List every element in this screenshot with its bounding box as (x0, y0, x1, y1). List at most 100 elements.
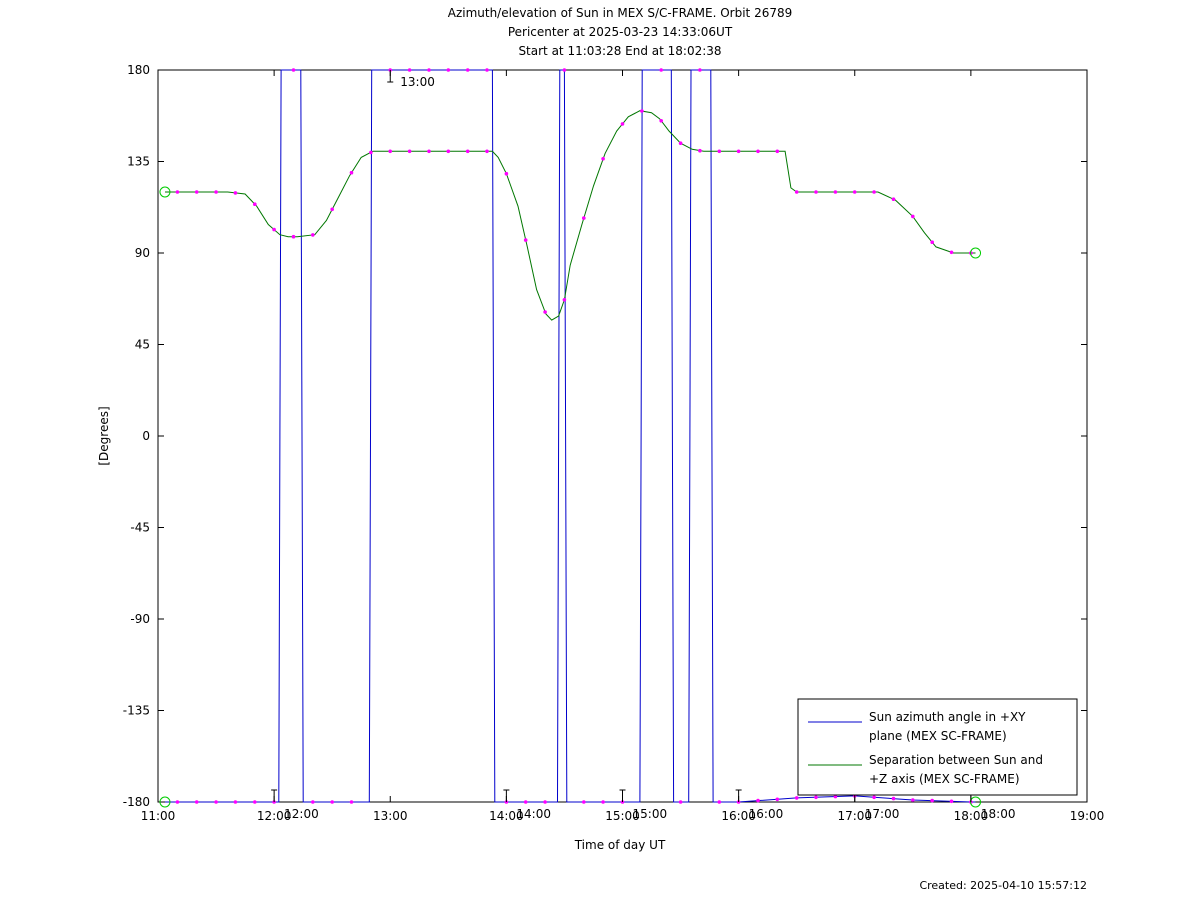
series-marker (291, 68, 296, 72)
series-marker (833, 794, 838, 799)
series-marker (891, 197, 896, 201)
legend-label: plane (MEX SC-FRAME) (869, 729, 1007, 743)
series-marker (814, 795, 818, 800)
endpoint-marker (159, 796, 171, 808)
legend-label: Sun azimuth angle in +XY (869, 710, 1026, 724)
series-marker (852, 190, 857, 194)
series-marker (485, 149, 489, 154)
x-tick-label: 12:00 (257, 809, 292, 823)
legend-label: Separation between Sun and (869, 753, 1043, 767)
series-marker (582, 800, 586, 804)
series-marker (775, 149, 780, 154)
series-marker (601, 800, 605, 804)
title-line: Start at 11:03:28 End at 18:02:38 (518, 44, 721, 58)
series-marker (911, 798, 915, 802)
series-marker (214, 800, 218, 804)
series-marker (175, 800, 180, 804)
series-marker (756, 149, 760, 154)
legend: Sun azimuth angle in +XY plane (MEX SC-FR… (797, 698, 1078, 796)
y-axis-label: [Degrees] (97, 406, 111, 465)
series-marker (949, 799, 954, 804)
series-marker (446, 149, 451, 154)
endpoint-marker (159, 186, 171, 198)
series-marker (485, 68, 489, 72)
y-tick-label: -45 (130, 521, 150, 535)
series-marker (349, 170, 354, 175)
series-marker (543, 310, 547, 314)
series-lines (159, 68, 982, 808)
series-marker (427, 149, 431, 154)
x-tick-label: 13:00 (373, 809, 408, 823)
time-marks: 12:00 13:00 14:00 15:00 16:00 17:00 18:00 (271, 70, 1015, 821)
series-marker (678, 141, 683, 145)
title-line: Azimuth/elevation of Sun in MEX S/C-FRAM… (448, 6, 793, 20)
series-marker (427, 68, 431, 72)
series-marker (949, 250, 954, 255)
series-marker (930, 240, 934, 244)
series-marker (233, 800, 238, 804)
series-marker (794, 190, 799, 194)
series-marker (698, 68, 702, 72)
y-tick-label: -180 (123, 795, 150, 809)
time-mark-label: 17:00 (865, 807, 900, 821)
series-marker (194, 800, 199, 804)
series-marker (659, 68, 663, 72)
time-mark-label: 15:00 (633, 807, 668, 821)
x-tick-label: 15:00 (605, 809, 640, 823)
series-marker (930, 798, 934, 803)
series-marker (465, 149, 470, 154)
legend-box (797, 698, 1078, 796)
series-marker (872, 190, 876, 194)
series-marker (543, 800, 547, 804)
series-marker (833, 190, 838, 194)
series-marker (523, 800, 528, 804)
x-axis-label: Time of day UT (574, 838, 666, 852)
series-marker (330, 800, 335, 804)
series-marker (523, 238, 528, 242)
y-tick-label: -135 (123, 704, 150, 718)
x-tick-label: 18:00 (954, 809, 989, 823)
series-marker (504, 171, 509, 176)
time-mark-label: 12:00 (284, 807, 319, 821)
series-marker (640, 109, 644, 113)
series-marker (678, 800, 683, 804)
series-marker (911, 214, 915, 219)
series-line-0 (165, 69, 976, 803)
series-marker (465, 68, 470, 72)
series-marker (814, 190, 818, 194)
series-marker (891, 796, 896, 801)
x-tick-label: 11:00 (141, 809, 176, 823)
series-marker (407, 149, 412, 154)
series-marker (736, 149, 741, 154)
series-marker (311, 233, 315, 237)
plot-frame (157, 69, 1088, 803)
axis-ticks: 11:00 12:00 13:00 14:00 15:00 16:00 17:00 18:00… (123, 63, 1105, 823)
series-marker (620, 122, 625, 126)
x-tick-label: 17:00 (837, 809, 872, 823)
time-mark-label: 16:00 (749, 807, 784, 821)
series-marker (253, 800, 257, 804)
series-marker (253, 202, 257, 206)
series-marker (717, 800, 722, 804)
series-marker (388, 149, 393, 154)
endpoint-marker (970, 247, 982, 259)
series-marker (272, 227, 276, 232)
series-marker (214, 190, 218, 194)
x-tick-label: 14:00 (489, 809, 524, 823)
series-marker (601, 157, 605, 161)
y-tick-label: 45 (135, 338, 150, 352)
y-tick-label: 180 (127, 63, 150, 77)
series-marker (562, 68, 567, 72)
time-mark-label: 18:00 (981, 807, 1016, 821)
y-tick-label: 135 (127, 155, 150, 169)
time-mark-label: 14:00 (516, 807, 551, 821)
series-marker (311, 800, 315, 804)
series-marker (349, 800, 354, 804)
series-marker (582, 216, 586, 220)
series-marker (407, 68, 412, 72)
y-tick-label: 0 (142, 429, 150, 443)
series-marker (175, 190, 180, 194)
x-tick-label: 19:00 (1070, 809, 1105, 823)
series-marker (291, 234, 296, 239)
